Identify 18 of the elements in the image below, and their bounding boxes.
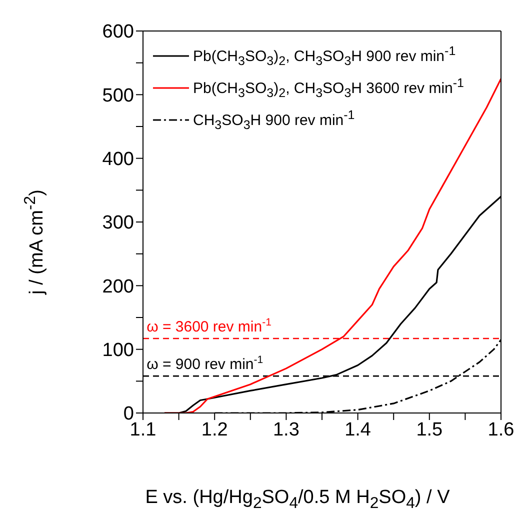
x-tick-label: 1.4 xyxy=(344,419,372,440)
x-tick-label: 1.3 xyxy=(272,419,300,440)
y-tick-label: 300 xyxy=(102,212,134,234)
text: Pb(CH$_{3}$SO$_{3}$)$_{2}$, CH$_{3}$SO$_{3}$H 900 rev min$^{-1}$ xyxy=(193,44,456,68)
annotation: ω = 3600 rev min$^{-1}$ xyxy=(146,316,272,336)
y-tick-label: 500 xyxy=(102,85,134,106)
x-tick-label: 1.6 xyxy=(488,419,514,440)
y-tick-label: 600 xyxy=(102,22,134,43)
x-tick-label: 1.5 xyxy=(416,419,443,440)
x-tick-label: 1.1 xyxy=(130,419,156,440)
legend-label: CH$_{3}$SO$_{3}$H 900 rev min$^{-1}$ xyxy=(193,107,355,134)
text: E vs. (Hg/Hg$_{2}$SO$_{4}$/0.5 M H$_{2}$SO$_{4}$) / V xyxy=(145,487,450,512)
y-tick-label: 200 xyxy=(102,276,134,298)
annotation: ω = 900 rev min$^{-1}$ xyxy=(146,354,264,374)
y-tick-label: 400 xyxy=(102,149,134,170)
text: Pb(CH$_{3}$SO$_{3}$)$_{2}$, CH$_{3}$SO$_{3}$H 3600 rev min$^{-1}$ xyxy=(193,76,464,100)
x-tick-label: 1.2 xyxy=(201,419,228,440)
y-tick-label: 100 xyxy=(102,340,134,362)
